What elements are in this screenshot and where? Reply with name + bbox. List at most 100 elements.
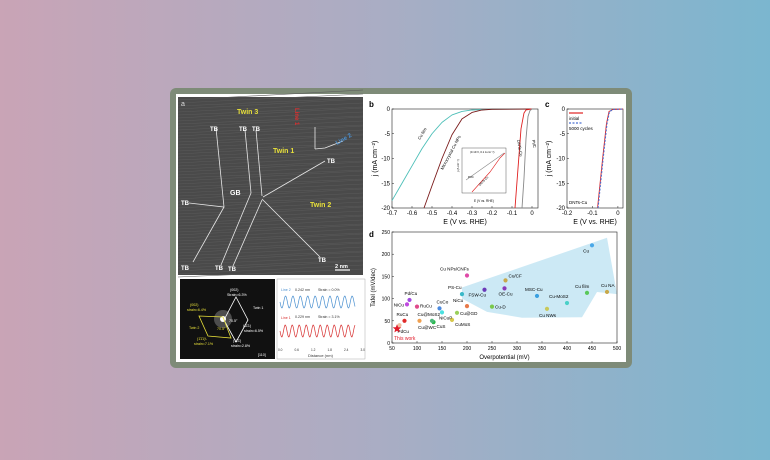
lattice-fringe	[177, 179, 364, 191]
lattice-fringe	[177, 97, 364, 107]
series-label: DNTs-Cu	[516, 139, 524, 157]
lattice-fringe	[177, 106, 364, 116]
lattice-fringe	[177, 138, 364, 149]
series-pt-c	[521, 108, 533, 209]
lattice-fringe	[177, 214, 364, 224]
y-tick-label: 250	[382, 230, 391, 236]
point-label: CuS	[437, 324, 446, 329]
lattice-fringe	[177, 246, 364, 257]
point-label: PdCu	[398, 329, 410, 334]
lattice-fringe	[177, 183, 364, 194]
inset-series-label: Pt/C	[468, 175, 475, 179]
lattice-fringe	[177, 232, 364, 242]
x-tick-label: 100	[413, 346, 422, 352]
x-axis-label: Overpotential (mV)	[479, 355, 529, 361]
point-label: Cu NA	[601, 283, 615, 288]
lattice-fringe	[177, 124, 364, 134]
fft-label: (002)	[190, 303, 198, 307]
lattice-fringe	[177, 237, 364, 248]
line1-profile	[279, 324, 356, 338]
lattice-fringe	[177, 264, 364, 275]
lattice-fringe	[177, 116, 364, 128]
data-point	[402, 318, 407, 323]
data-point	[439, 310, 445, 315]
x-tick-label: 250	[488, 346, 497, 352]
inset-plot: (0.19 V, 0.1 A cm⁻²) E (V vs. RHE) j (A cm…	[456, 147, 507, 203]
lattice-fringe	[177, 156, 364, 167]
panel-c-annotation: DNTs-Cu	[569, 200, 588, 205]
series-cu-film	[391, 108, 533, 201]
lattice-fringe	[177, 125, 364, 137]
x-tick-label: 350	[538, 346, 547, 352]
profile-label: Strain = 3.1%	[318, 315, 340, 319]
y-axis-label: j (mA cm⁻²)	[546, 141, 553, 178]
x-tick-label: 150	[438, 346, 447, 352]
x-tick-label: -0.7	[387, 211, 398, 217]
y-axis-label: Tafel (mV/dec)	[371, 268, 377, 307]
point-label: CuMoS	[455, 322, 470, 327]
lattice-fringe	[177, 241, 364, 251]
profile-tick-label: 1.8	[328, 348, 333, 352]
lattice-fringe	[177, 178, 364, 188]
y-tick-label: -10	[556, 157, 565, 163]
panel-letter-d: d	[369, 230, 374, 239]
lattice-fringe	[177, 134, 364, 146]
y-axis-label: j (mA cm⁻²)	[372, 141, 379, 178]
point-label: Cu@GD	[460, 311, 478, 316]
x-tick-label: -0.1	[507, 211, 518, 217]
point-label: This work	[394, 336, 416, 342]
point-label: Cu@WC	[418, 325, 437, 330]
profile-label: Line 1	[281, 316, 291, 320]
lattice-fringe	[177, 133, 364, 143]
lattice-fringe	[177, 242, 364, 254]
data-point	[429, 318, 435, 323]
lattice-fringe	[177, 161, 364, 173]
x-tick-label: 50	[389, 346, 395, 352]
inset-xlabel: E (V vs. RHE)	[474, 199, 494, 203]
fft-label: 70.5°	[217, 327, 226, 331]
x-tick-label: 300	[513, 346, 522, 352]
label-tb: TB	[318, 258, 327, 264]
chart-c: -0.2 -0.1 0 0 -5 -10 -15 -20 E (V vs. RHE) j (mA …	[546, 107, 624, 226]
data-point	[502, 286, 507, 291]
lattice-fringe	[177, 160, 364, 170]
data-point	[489, 304, 495, 309]
legend-label: initial	[569, 116, 579, 121]
data-point	[404, 302, 410, 307]
label-tb: TB	[210, 127, 219, 133]
data-point	[534, 293, 540, 299]
plot-area	[391, 231, 618, 344]
x-tick-label: 450	[588, 346, 597, 352]
lattice-fringe	[177, 206, 364, 218]
label-tb: TB	[327, 159, 336, 165]
lattice-fringe	[177, 111, 364, 122]
y-tick-label: 0	[562, 107, 566, 113]
y-tick-label: -20	[556, 206, 565, 212]
data-point	[544, 306, 550, 311]
highlight-region	[462, 237, 617, 318]
series-microcrystal-cu-nps	[423, 108, 533, 209]
point-label: Cu film	[575, 284, 589, 289]
point-label: Cu	[583, 248, 589, 253]
x-axis-label: E (V vs. RHE)	[573, 219, 617, 226]
legend-label: 5000 cycles	[569, 126, 594, 131]
point-label: NiCu	[453, 298, 464, 303]
y-tick-label: -10	[381, 157, 390, 163]
point-label: PS-Cu	[448, 285, 462, 290]
data-point	[437, 306, 442, 311]
fft-label: strain=2.8%	[231, 344, 251, 348]
lattice-fringe	[177, 120, 364, 131]
profile-tick-label: 3.0	[361, 348, 366, 352]
point-label: MSC-Cu	[525, 287, 543, 292]
fft-label: [110]	[258, 353, 266, 357]
x-tick-label: -0.4	[447, 211, 458, 217]
label-twin2: Twin 2	[310, 202, 331, 209]
lattice-fringe	[177, 197, 364, 209]
lattice-fringe	[177, 152, 364, 164]
inset-ptc	[465, 152, 505, 181]
profile-label: Strain = 0.0%	[318, 288, 340, 292]
data-point	[589, 243, 595, 248]
data-point	[397, 323, 402, 328]
fft-label: Twin 2	[189, 326, 199, 330]
point-label: NiCuP	[439, 315, 452, 320]
